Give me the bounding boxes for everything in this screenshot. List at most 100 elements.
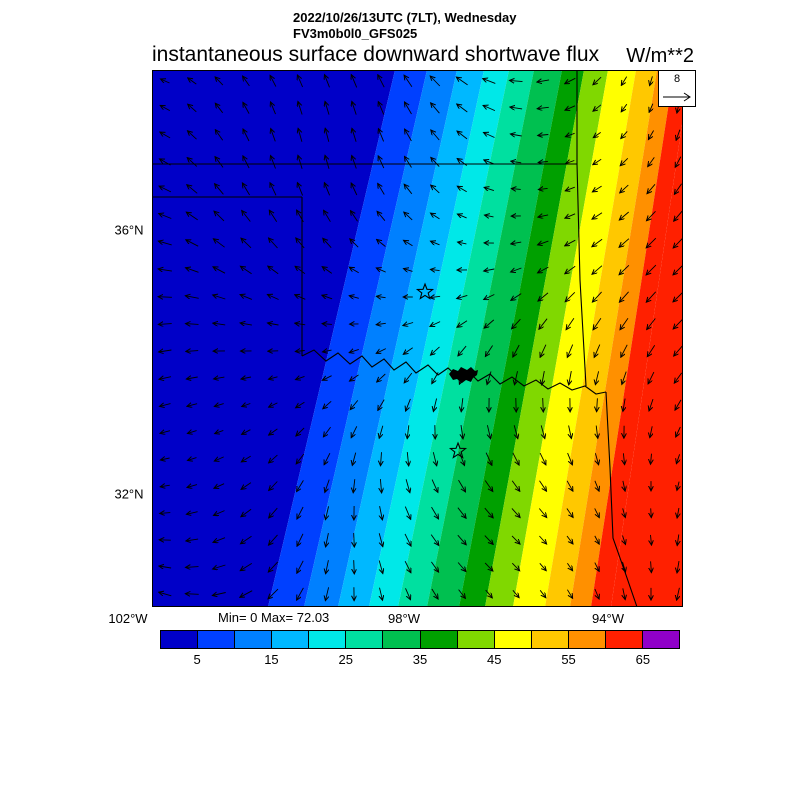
wind-arrow [267,295,279,300]
wind-arrow [432,372,439,383]
wind-arrow [378,75,385,88]
wind-arrow [677,587,680,600]
colorbar-tick-label: 25 [338,652,353,667]
wind-arrow [350,239,359,248]
wind-arrow [378,399,385,411]
wind-arrow [648,157,655,166]
wind-arrow [592,238,603,246]
wind-arrow [569,371,572,385]
wind-arrow [242,183,250,196]
lon-tick-label: 102°W [108,611,148,626]
model-title: FV3m0b0l0_GFS025 [293,26,418,41]
wind-arrow [404,372,413,383]
wind-arrow [623,398,625,412]
wind-arrow [214,404,224,407]
wind-arrow [325,75,330,88]
wind-arrow [354,560,355,574]
wind-arrow [322,267,333,274]
wind-arrow [351,426,358,437]
wind-arrow [647,318,656,330]
wind-arrow [677,481,679,491]
wind-arrow [404,533,411,546]
wind-arrow [186,240,199,247]
wind-arrow [538,292,549,301]
wind-arrow [566,161,575,164]
wind-arrow [457,507,466,519]
lat-tick-label: 36°N [114,222,144,238]
wind-arrow [213,323,226,325]
wind-arrow [186,567,199,568]
flux-band [513,70,636,607]
wind-arrow [243,129,250,142]
wind-arrow [592,185,602,192]
colorbar-segment [346,631,384,648]
wind-arrow [381,452,382,466]
wind-arrow [158,269,172,271]
wind-arrow [673,318,683,329]
wind-arrow [484,480,493,492]
colorbar [160,630,680,649]
wind-arrow [160,431,171,434]
wind-arrow [269,534,278,545]
wind-arrow [484,187,495,190]
wind-arrow [592,212,603,219]
wind-arrow [325,128,329,142]
wind-arrow [676,129,681,141]
wind-arrow [623,480,625,491]
wind-arrow [592,265,603,275]
wind-arrow [243,102,250,114]
wind-arrow [351,75,358,88]
wind-arrow [187,404,198,407]
wind-arrow [213,295,226,300]
wind-arrow [485,589,493,598]
wind-arrow [268,561,279,572]
wind-arrow [511,480,520,492]
wind-arrow [323,400,332,408]
wind-arrow [673,237,683,248]
reference-vector-value: 8 [673,73,681,85]
wind-arrow [158,241,172,246]
wind-arrow [484,319,495,328]
wind-arrow [297,75,304,88]
wind-arrow [566,318,575,329]
wind-arrow [376,323,386,324]
wind-arrow [185,594,199,595]
wind-arrow [538,241,549,245]
wind-arrow [353,479,355,493]
wind-arrow [597,398,598,411]
wind-arrow [461,398,463,412]
wind-arrow [592,291,602,302]
wind-arrow [484,160,495,165]
wind-arrow [431,213,440,220]
wind-arrow [297,587,304,600]
wind-arrow [565,133,575,136]
wind-arrow [297,533,304,546]
wind-arrow [512,318,521,329]
lon-tick-label: 98°W [388,611,420,626]
wind-arrow [215,103,224,114]
wind-arrow [376,268,386,273]
wind-arrow [297,210,304,223]
wind-arrow [565,213,576,218]
wind-arrow [241,535,252,544]
wind-arrow [538,508,546,518]
flux-band [427,70,562,607]
colorbar-segment [568,631,606,648]
wind-arrow [325,155,330,169]
wind-arrow [647,210,656,220]
wind-arrow [646,264,657,275]
wind-arrow [593,158,602,164]
wind-arrow [487,371,492,385]
wind-arrow [511,242,522,244]
wind-arrow [457,214,467,218]
wind-arrow [649,398,654,411]
wind-arrow [298,155,303,169]
wind-arrow [323,426,331,437]
wind-arrow [268,588,279,599]
wind-arrow [160,159,171,166]
wind-arrow [431,157,440,167]
wind-arrow [215,157,224,168]
wind-arrow [566,508,573,518]
wind-arrow [407,452,408,466]
